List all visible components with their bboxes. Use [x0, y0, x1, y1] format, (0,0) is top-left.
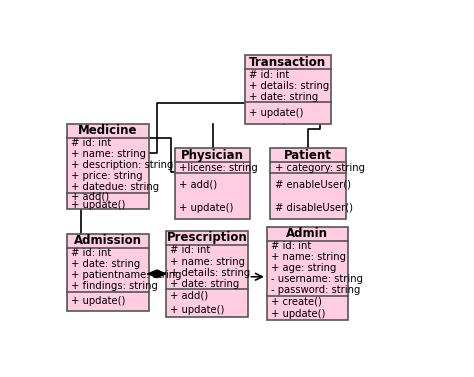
Text: Prescription: Prescription [167, 231, 247, 245]
Text: + date: string: + date: string [249, 92, 319, 102]
Text: Admin: Admin [286, 227, 328, 240]
Bar [66, 234, 149, 311]
Bar [175, 148, 250, 219]
Text: # enableUser(): # enableUser() [275, 180, 351, 190]
Text: + age: string: + age: string [271, 263, 337, 273]
Text: + update(): + update() [179, 203, 234, 213]
Text: # id: int: # id: int [170, 245, 210, 256]
Text: + findings: string: + findings: string [71, 282, 158, 291]
Text: + description: string: + description: string [71, 160, 173, 170]
Text: + update(): + update() [249, 108, 303, 118]
Text: Admission: Admission [74, 234, 142, 247]
Text: Physician: Physician [181, 149, 244, 162]
Text: # id: int: # id: int [71, 138, 111, 148]
Text: + name: string: + name: string [170, 256, 245, 267]
Text: +license: string: +license: string [179, 163, 258, 173]
Text: + add(): + add() [179, 180, 218, 190]
Text: + details: string: + details: string [170, 268, 250, 277]
Text: # id: int: # id: int [249, 70, 290, 80]
Bar [166, 231, 248, 317]
Text: - username: string: - username: string [271, 274, 363, 284]
Text: + update(): + update() [170, 305, 225, 315]
Text: + date: string: + date: string [71, 259, 140, 270]
Text: + update(): + update() [71, 296, 126, 307]
Text: Transaction: Transaction [249, 56, 327, 69]
Text: # id: int: # id: int [71, 248, 111, 258]
Text: + price: string: + price: string [71, 171, 143, 181]
Polygon shape [148, 270, 166, 278]
Bar [245, 55, 331, 124]
Text: + datedue: string: + datedue: string [71, 182, 159, 192]
Text: + date: string: + date: string [170, 279, 239, 288]
Text: Medicine: Medicine [78, 124, 137, 137]
Text: + add(): + add() [71, 192, 109, 202]
Text: + details: string: + details: string [249, 81, 329, 91]
Text: + update(): + update() [271, 309, 326, 319]
Text: Patient: Patient [284, 149, 332, 162]
Text: # disableUser(): # disableUser() [275, 203, 353, 213]
Text: + add(): + add() [170, 291, 208, 301]
Bar [271, 148, 346, 219]
Bar [66, 124, 149, 209]
Text: - password: string: - password: string [271, 285, 361, 295]
Text: + patientname: string: + patientname: string [71, 270, 182, 280]
Text: + update(): + update() [71, 200, 126, 210]
Bar [267, 227, 347, 320]
Text: + create(): + create() [271, 297, 322, 307]
Text: + name: string: + name: string [271, 252, 346, 262]
Text: + name: string: + name: string [71, 149, 146, 159]
Text: + category: string: + category: string [275, 163, 365, 173]
Text: # id: int: # id: int [271, 241, 311, 251]
